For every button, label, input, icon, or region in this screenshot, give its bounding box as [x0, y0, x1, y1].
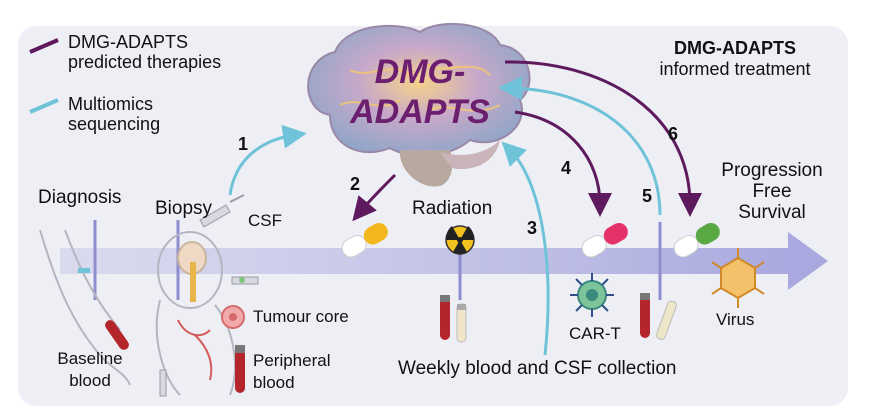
virus-icon	[711, 248, 765, 308]
brain-title: DMG- ADAPTS	[340, 52, 500, 132]
step-4-number: 4	[561, 158, 572, 178]
informed-subtitle: informed treatment	[659, 59, 811, 79]
radiation-icon	[445, 225, 475, 255]
informed-title: DMG-ADAPTS	[674, 38, 796, 58]
arrow-1	[228, 124, 307, 196]
tumour-core-label: Tumour core	[253, 307, 349, 326]
step-5-number: 5	[642, 186, 653, 206]
tumour-core-icon	[221, 305, 245, 329]
arrow-3	[501, 141, 550, 356]
pill-icon	[341, 223, 720, 258]
arrow-6	[504, 60, 702, 217]
baseline-blood-label: Baseline blood	[57, 349, 123, 390]
legend-sequencing-swatch	[29, 98, 59, 114]
virus-label: Virus	[716, 310, 755, 329]
arrow-4	[514, 110, 612, 217]
arrow-5	[498, 76, 662, 216]
peripheral-blood-label: Peripheral blood	[253, 351, 331, 392]
predicted-arrows	[352, 60, 702, 222]
syringe-icon	[159, 194, 259, 397]
step-1-number: 1	[238, 134, 249, 154]
radiation-label: Radiation	[412, 198, 493, 219]
brain-icon	[307, 22, 531, 187]
child-patient-icon	[155, 231, 236, 396]
diagnosis-label: Diagnosis	[38, 187, 122, 208]
brain-title-line1: DMG-	[374, 53, 466, 91]
brain-title-line2: ADAPTS	[350, 93, 490, 131]
weekly-collection-label: Weekly blood and CSF collection	[398, 358, 677, 379]
arm-icon	[39, 229, 131, 386]
arrow-2	[352, 173, 397, 222]
legend-predicted-label: DMG-ADAPTS predicted therapies	[68, 32, 222, 72]
csf-label: CSF	[248, 211, 282, 230]
legend-swatches	[29, 38, 59, 114]
outcome-label: Progression Free Survival	[721, 160, 823, 223]
sequencing-arrows	[228, 76, 662, 356]
blood-tube-icon	[105, 293, 677, 393]
car-t-label: CAR-T	[569, 324, 621, 343]
step-3-number: 3	[527, 218, 538, 238]
car-t-cell-icon	[570, 273, 614, 317]
step-6-number: 6	[668, 124, 679, 144]
legend-sequencing-label: Multiomics sequencing	[68, 94, 161, 134]
step-2-number: 2	[350, 174, 361, 194]
biopsy-label: Biopsy	[155, 198, 213, 219]
legend-predicted-swatch	[29, 38, 59, 54]
informed-treatment-label: DMG-ADAPTS informed treatment	[640, 38, 830, 80]
